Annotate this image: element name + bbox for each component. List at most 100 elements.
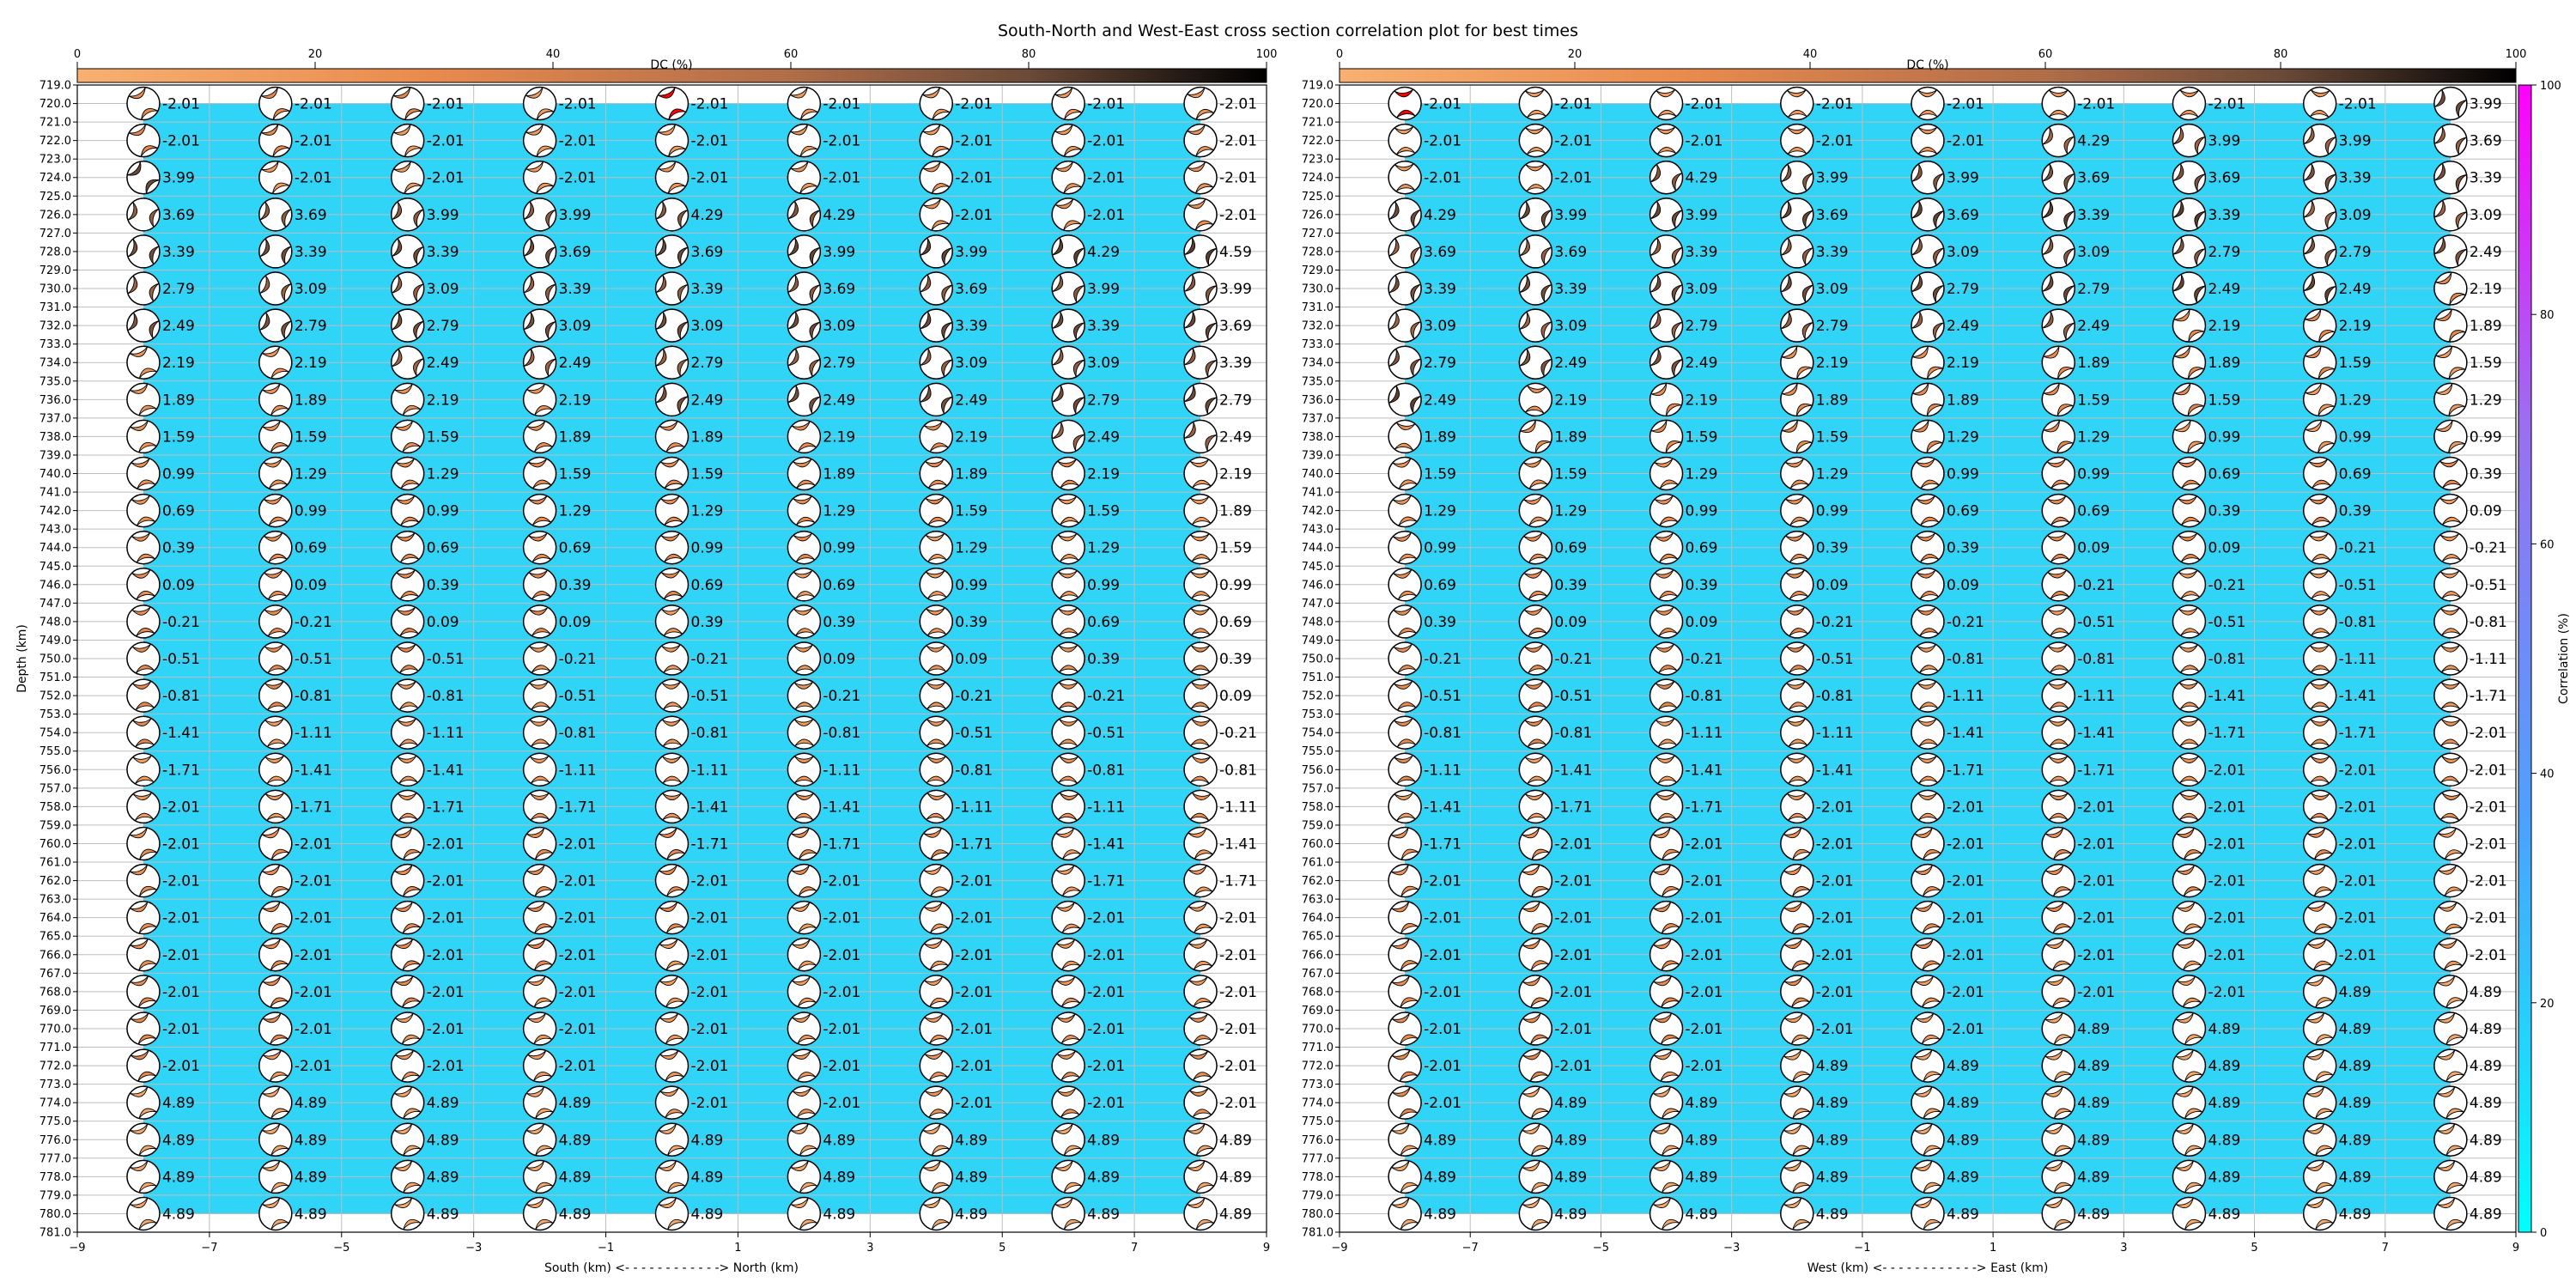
beachball-value-label: 3.99 bbox=[2339, 133, 2372, 150]
beachball bbox=[2433, 752, 2468, 787]
beachball-lobe bbox=[130, 383, 149, 394]
beachball-circle bbox=[2172, 493, 2207, 528]
beachball bbox=[2302, 641, 2337, 676]
beachball bbox=[522, 160, 557, 195]
beachball-value-label: -2.01 bbox=[559, 1058, 597, 1075]
beachball-value-label: -1.41 bbox=[2339, 688, 2377, 705]
beachball-lobe bbox=[263, 458, 283, 468]
y-tick-label: 771.0 bbox=[1302, 1042, 1334, 1054]
beachball-lobe bbox=[790, 1160, 809, 1171]
beachball bbox=[787, 1159, 822, 1194]
beachball-circle bbox=[2302, 789, 2337, 824]
beachball-lobe bbox=[924, 1013, 944, 1023]
beachball bbox=[2041, 1048, 2075, 1083]
beachball-lobe bbox=[2314, 849, 2333, 860]
beachball-lobe bbox=[667, 1182, 686, 1193]
beachball bbox=[522, 271, 557, 306]
beachball-lobe bbox=[2184, 849, 2202, 860]
beachball bbox=[1911, 271, 1945, 306]
beachball-lobe bbox=[2175, 1160, 2194, 1171]
beachball-value-label: -2.01 bbox=[162, 799, 200, 816]
beachball-lobe bbox=[394, 975, 414, 987]
y-tick-label: 736.0 bbox=[39, 394, 71, 407]
beachball bbox=[2172, 234, 2207, 269]
beachball-lobe bbox=[397, 793, 417, 801]
beachball-lobe bbox=[795, 628, 815, 636]
beachball-lobe bbox=[1390, 864, 1409, 876]
beachball-value-label: -2.01 bbox=[427, 133, 465, 150]
beachball-lobe bbox=[2176, 939, 2196, 949]
beachball-value-label: 2.79 bbox=[1686, 318, 1718, 335]
beachball bbox=[258, 419, 293, 454]
beachball-lobe bbox=[1395, 422, 1416, 431]
beachball-lobe bbox=[137, 1071, 156, 1082]
beachball-value-label: 4.89 bbox=[2208, 1021, 2240, 1038]
beachball bbox=[1649, 1048, 1684, 1083]
panel-west-east-xlabel: West (km) <- - - - - - - - - - - -> East… bbox=[1807, 1261, 2049, 1275]
beachball bbox=[1518, 197, 1553, 232]
beachball-circle bbox=[390, 530, 425, 565]
beachball-circle bbox=[2041, 641, 2075, 676]
beachball-value-label: -1.41 bbox=[295, 762, 332, 779]
beachball-lobe bbox=[1396, 738, 1417, 748]
beachball-lobe bbox=[2303, 274, 2315, 292]
beachball-value-label: 4.89 bbox=[427, 1169, 459, 1186]
beachball-lobe bbox=[1791, 997, 1810, 1008]
beachball-circle bbox=[126, 493, 161, 528]
beachball-value-label: -2.01 bbox=[2339, 96, 2377, 113]
beachball-lobe bbox=[1656, 755, 1675, 763]
beachball bbox=[2433, 826, 2468, 861]
beachball bbox=[1780, 938, 1814, 972]
y-tick-label: 780.0 bbox=[39, 1208, 71, 1221]
beachball-lobe bbox=[1398, 516, 1418, 526]
beachball-lobe bbox=[1786, 681, 1806, 690]
beachball-lobe bbox=[2179, 793, 2199, 801]
beachball bbox=[1780, 123, 1814, 158]
beachball-lobe bbox=[138, 368, 157, 379]
beachball bbox=[654, 789, 690, 824]
beachball-lobe bbox=[1657, 738, 1678, 748]
beachball-lobe bbox=[1783, 865, 1802, 876]
beachball bbox=[1051, 86, 1085, 121]
beachball-lobe bbox=[1656, 126, 1676, 135]
beachball-lobe bbox=[130, 1123, 149, 1134]
beachball-lobe bbox=[2194, 210, 2206, 229]
beachball-lobe bbox=[932, 108, 951, 120]
beachball-lobe bbox=[1399, 1071, 1419, 1082]
beachball-lobe bbox=[655, 275, 667, 294]
beachball-lobe bbox=[2444, 886, 2464, 896]
beachball-value-label: -2.01 bbox=[1424, 1058, 1461, 1075]
beachball-value-label: -2.01 bbox=[1424, 1095, 1461, 1112]
beachball-lobe bbox=[2310, 702, 2330, 710]
beachball-lobe bbox=[2440, 682, 2461, 690]
beachball-value-label: 2.49 bbox=[1686, 355, 1718, 372]
beachball-lobe bbox=[399, 553, 420, 563]
beachball bbox=[919, 605, 954, 639]
beachball-circle bbox=[522, 1012, 557, 1046]
beachball-lobe bbox=[1187, 1197, 1206, 1209]
beachball bbox=[2172, 160, 2207, 195]
beachball-value-label: -2.01 bbox=[955, 133, 993, 150]
beachball-circle bbox=[1518, 641, 1553, 676]
beachball-lobe bbox=[2063, 210, 2075, 229]
beachball-lobe bbox=[535, 1218, 554, 1230]
beachball-value-label: 4.89 bbox=[1816, 1132, 1849, 1149]
beachball-lobe bbox=[1671, 246, 1683, 265]
beachball-lobe bbox=[534, 923, 553, 934]
beachball bbox=[126, 86, 161, 121]
beachball-value-label: 3.39 bbox=[2470, 170, 2502, 187]
beachball-lobe bbox=[2315, 1145, 2334, 1156]
beachball-lobe bbox=[264, 532, 283, 542]
beachball-value-label: -2.01 bbox=[1686, 947, 1723, 964]
beachball bbox=[1051, 382, 1085, 417]
beachball bbox=[1051, 1196, 1085, 1231]
x-tick-label: −3 bbox=[1723, 1242, 1740, 1255]
beachball-lobe bbox=[1523, 532, 1543, 542]
beachball-value-label: 0.09 bbox=[955, 651, 987, 668]
beachball-lobe bbox=[526, 1123, 544, 1134]
beachball-lobe bbox=[1649, 237, 1662, 256]
beachball-lobe bbox=[1655, 606, 1674, 616]
beachball-value-label: 2.79 bbox=[2208, 244, 2240, 261]
beachball-lobe bbox=[2324, 211, 2336, 229]
beachball-value-label: -2.01 bbox=[955, 1021, 993, 1038]
